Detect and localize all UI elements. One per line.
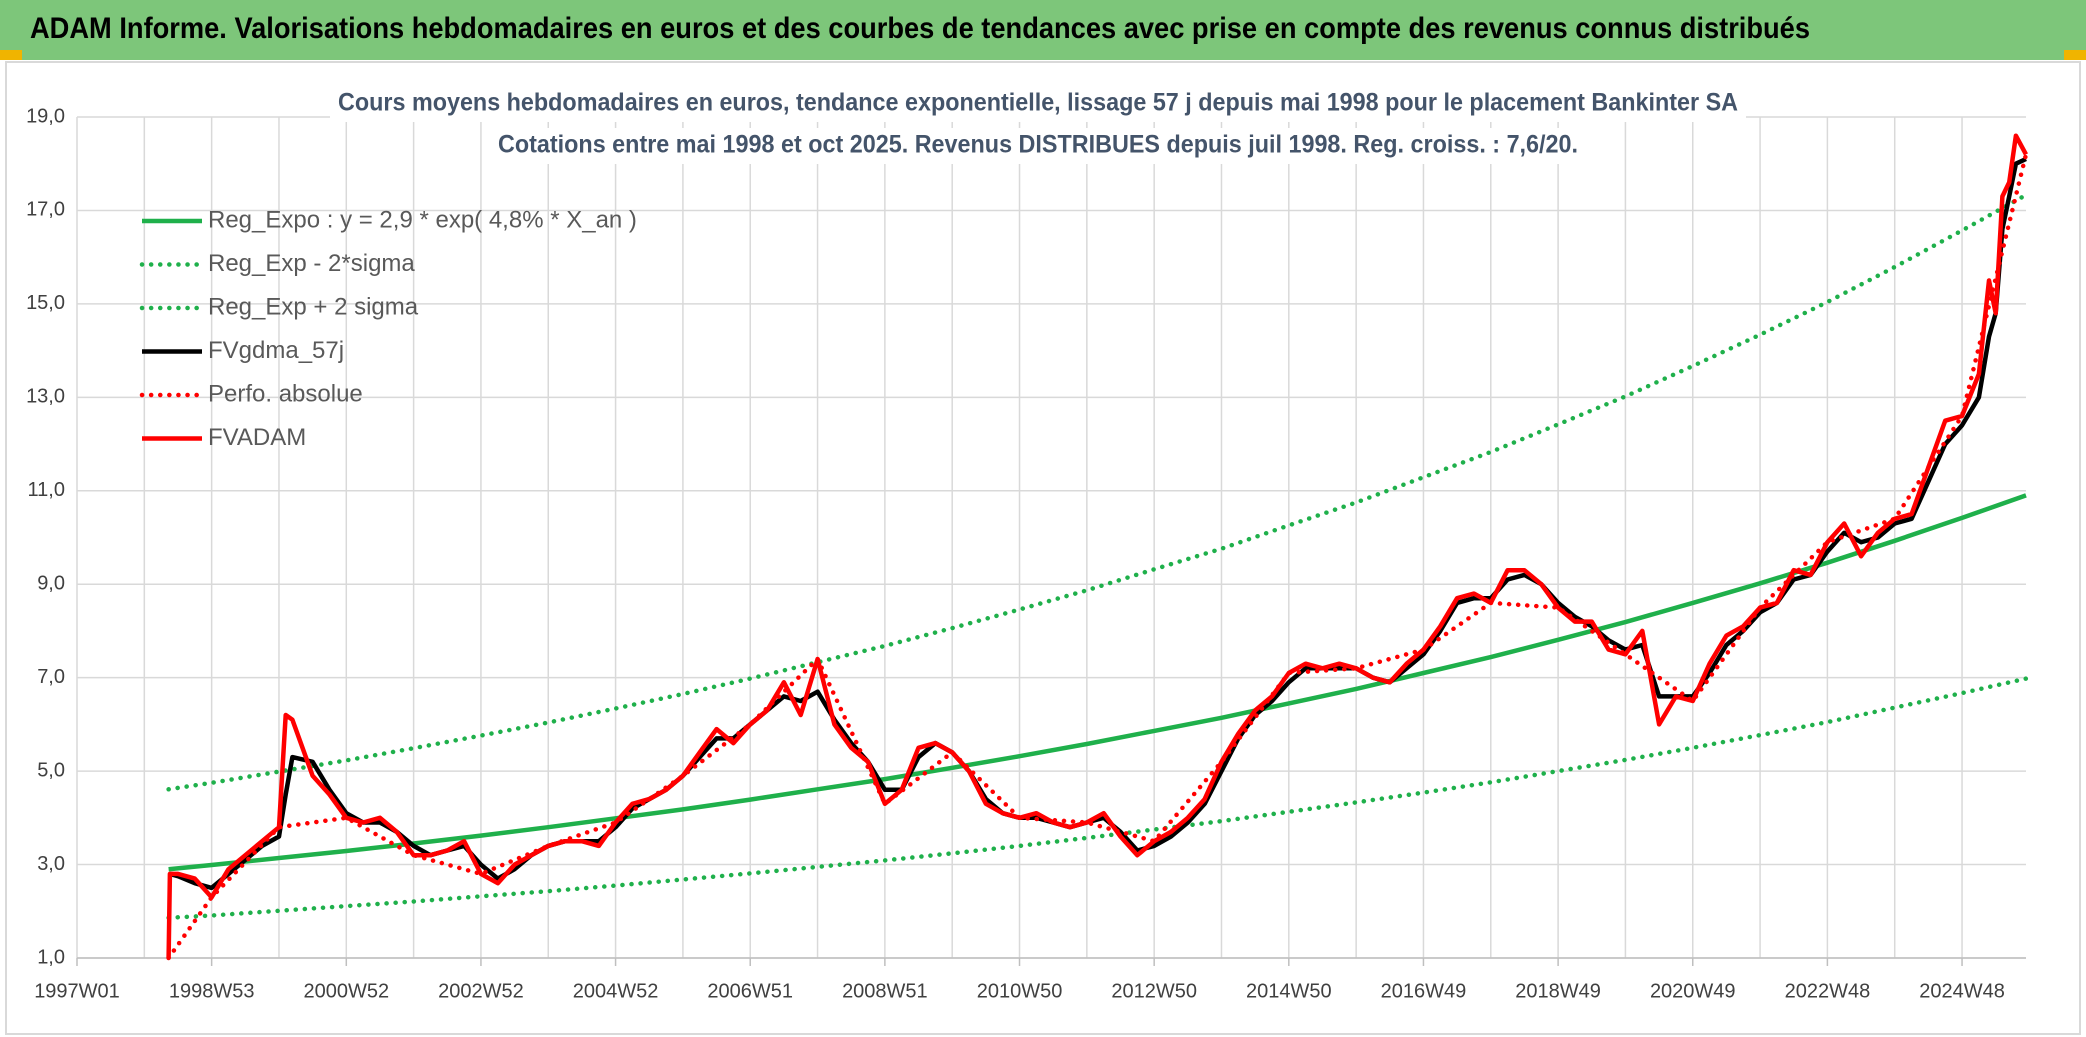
x-tick-label: 1998W53 bbox=[169, 980, 255, 1002]
x-tick-label: 2000W52 bbox=[303, 980, 389, 1002]
x-tick-label: 2006W51 bbox=[707, 980, 793, 1002]
legend-label: Reg_Exp + 2 sigma bbox=[208, 293, 419, 320]
x-tick-label: 2010W50 bbox=[977, 980, 1063, 1002]
series-line bbox=[168, 493, 2027, 872]
legend-label: Perfo. absolue bbox=[208, 380, 363, 407]
corner-mark bbox=[0, 50, 22, 60]
x-tick-label: 2004W52 bbox=[573, 980, 659, 1002]
grid: 1,0 3,0 5,0 7,0 9,0 11,0 13,0 15,0 17,0 19,0 1997W… bbox=[26, 105, 2026, 1002]
legend-label: FVgdma_57j bbox=[208, 337, 344, 364]
series-line bbox=[166, 192, 2029, 792]
y-tick-label: 5,0 bbox=[37, 759, 65, 781]
y-tick-label: 13,0 bbox=[26, 386, 65, 408]
x-tick-label: 2022W48 bbox=[1785, 980, 1871, 1002]
x-tick-label: 2016W49 bbox=[1381, 980, 1467, 1002]
title-bg bbox=[330, 86, 1746, 122]
y-tick-label: 15,0 bbox=[26, 292, 65, 314]
legend-label: FVADAM bbox=[208, 424, 306, 451]
chart-title: Cours moyens hebdomadaires en euros, ten… bbox=[338, 89, 1738, 117]
series-line bbox=[166, 676, 2029, 921]
x-tick-label: 2012W50 bbox=[1111, 980, 1197, 1002]
legend-label: Reg_Exp - 2*sigma bbox=[208, 250, 415, 277]
plot-lines bbox=[166, 133, 2029, 961]
y-tick-label: 9,0 bbox=[37, 573, 65, 595]
y-tick-label: 1,0 bbox=[37, 946, 65, 968]
legend: Reg_Expo : y = 2,9 * exp( 4,8% * X_an ) R… bbox=[139, 206, 637, 451]
series-line bbox=[166, 133, 2028, 959]
subtitle-bg bbox=[490, 128, 1586, 164]
legend-label: Reg_Expo : y = 2,9 * exp( 4,8% * X_an ) bbox=[208, 206, 637, 233]
x-tick-label: 2020W49 bbox=[1650, 980, 1736, 1002]
y-tick-label: 7,0 bbox=[37, 666, 65, 688]
x-tick-label: 2018W49 bbox=[1515, 980, 1601, 1002]
header-bar bbox=[0, 0, 2086, 60]
x-tick-label: 1997W01 bbox=[34, 980, 120, 1002]
series-line bbox=[166, 152, 2029, 961]
header-title: ADAM Informe. Valorisations hebdomadaire… bbox=[30, 12, 1810, 45]
corner-mark bbox=[2064, 50, 2086, 60]
chart-frame bbox=[5, 61, 2081, 1035]
y-tick-label: 17,0 bbox=[26, 199, 65, 221]
y-tick-label: 3,0 bbox=[37, 853, 65, 875]
x-tick-label: 2024W48 bbox=[1919, 980, 2005, 1002]
x-tick-label: 2008W51 bbox=[842, 980, 928, 1002]
x-tick-label: 2002W52 bbox=[438, 980, 524, 1002]
chart-subtitle: Cotations entre mai 1998 et oct 2025. Re… bbox=[498, 131, 1578, 159]
y-tick-label: 11,0 bbox=[28, 479, 65, 501]
y-tick-label: 19,0 bbox=[26, 105, 65, 127]
x-tick-label: 2014W50 bbox=[1246, 980, 1332, 1002]
